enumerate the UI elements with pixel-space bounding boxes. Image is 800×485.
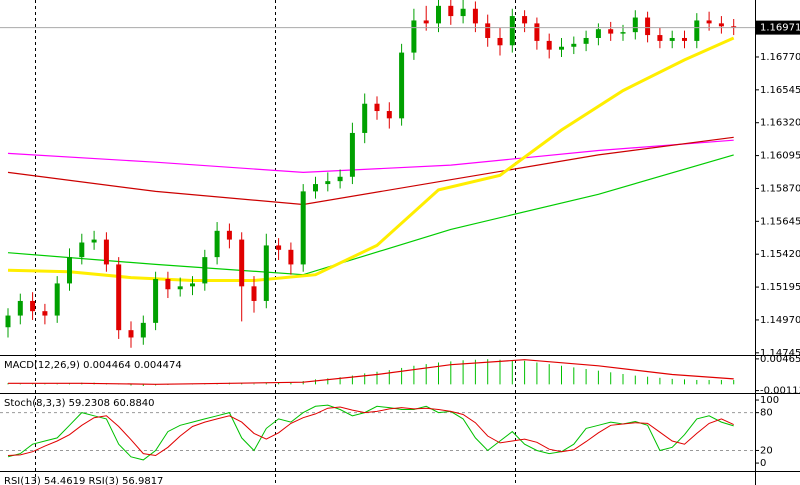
candle-body [411, 20, 417, 53]
candle-body [202, 257, 208, 284]
candle-body [226, 230, 232, 240]
candle-body [116, 264, 122, 331]
candle-body [645, 17, 651, 36]
candle-body [288, 249, 294, 265]
candle-body [657, 35, 663, 41]
candle-body [337, 176, 343, 182]
candle-body [251, 286, 257, 301]
y-tick-label: 0 [760, 458, 766, 469]
candle-body [313, 184, 318, 192]
y-tick-label: 1.14970 [760, 315, 800, 326]
candle-body [30, 300, 36, 312]
candle-body [485, 23, 491, 38]
candle-body [620, 32, 626, 34]
indicator-line [7, 406, 734, 457]
candle-body [460, 8, 466, 17]
panel-title: RSI(13) 54.4619 RSI(3) 56.9817 [4, 476, 163, 485]
candle-body [595, 29, 601, 38]
candle-body [239, 239, 245, 287]
moving-average [7, 36, 735, 282]
candle-body [632, 17, 638, 33]
y-tick-label: 1.15870 [760, 183, 800, 194]
y-tick-label: 1.15645 [760, 216, 800, 227]
indicator-line [7, 404, 734, 461]
y-tick-label: 80 [760, 408, 773, 419]
candle-body [534, 23, 540, 41]
candle-body [399, 52, 405, 119]
candle-body [91, 239, 97, 243]
period-separators [35, 0, 516, 485]
y-tick-label: 20 [760, 445, 773, 456]
candle-body [79, 242, 85, 258]
candle-body [300, 191, 306, 265]
candle-body [472, 8, 478, 24]
candle-body [165, 279, 171, 290]
candle-body [263, 245, 269, 301]
candle-body [694, 20, 700, 41]
candle-body [423, 20, 429, 24]
candle-body [276, 245, 282, 250]
last-price-label: 1.16971 [760, 23, 800, 34]
candle-body [214, 230, 220, 258]
y-tick-label: 100 [760, 395, 779, 406]
y-tick-label: 0.004656 [760, 354, 800, 365]
candle-body [571, 43, 577, 47]
candle-body [325, 181, 331, 185]
candle-body [374, 103, 380, 112]
candle-body [669, 37, 675, 41]
candle-body [153, 279, 159, 323]
candle-body [509, 16, 515, 46]
y-tick-label: 1.16545 [760, 85, 800, 96]
candle-body [349, 132, 355, 177]
last-price-box [756, 20, 800, 35]
y-tick-label: 1.15195 [760, 282, 800, 293]
candle-body [682, 37, 687, 41]
panel-title: Stoch(8,3,3) 59.2308 60.8840 [4, 398, 155, 409]
candle-body [522, 16, 528, 24]
candle-body [448, 5, 454, 17]
candle-body [190, 283, 195, 287]
candle-body [559, 46, 564, 50]
candle-body [608, 29, 614, 34]
moving-average [7, 136, 734, 206]
candle-body [731, 26, 737, 28]
candle-body [386, 111, 392, 119]
panel-title: MACD(12,26,9) 0.004464 0.004474 [4, 360, 182, 371]
candle-body [497, 37, 503, 46]
candle-body [54, 283, 60, 316]
signal-line [8, 359, 734, 385]
y-tick-label: 1.16095 [760, 151, 800, 162]
y-tick-label: 1.16320 [760, 118, 800, 129]
candle-body [177, 286, 183, 290]
candle-body [17, 300, 23, 316]
candle-body [140, 322, 146, 338]
candle-body [67, 257, 72, 284]
candle-body [436, 5, 441, 24]
candle-body [42, 311, 48, 316]
moving-average [7, 139, 734, 174]
candle-body [103, 239, 109, 265]
candle-body [583, 37, 589, 44]
candle-body [706, 20, 712, 24]
candle-body [718, 23, 724, 27]
moving-average [7, 154, 734, 276]
y-tick-label: 1.16770 [760, 52, 800, 63]
y-tick-label: 1.14745 [760, 348, 800, 359]
candle-body [5, 315, 11, 328]
y-tick-label: -0.001138 [760, 386, 800, 397]
y-tick-label: 1.15420 [760, 249, 800, 260]
candle-body [362, 103, 368, 133]
candle-body [546, 40, 552, 50]
candle-body [128, 330, 134, 338]
